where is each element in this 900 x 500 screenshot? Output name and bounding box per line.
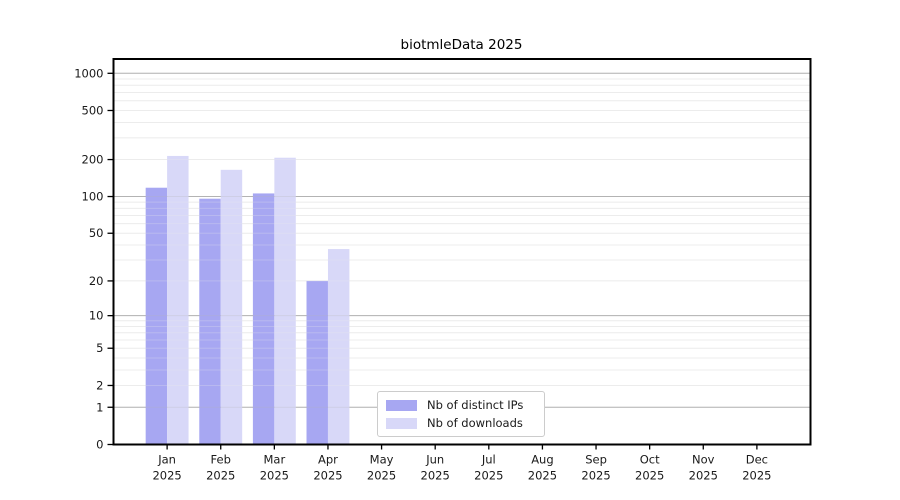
x-tick-label-month-jun: Jun <box>425 453 444 467</box>
x-tick-label-month-may: May <box>370 453 394 467</box>
legend: Nb of distinct IPs Nb of downloads <box>377 391 545 437</box>
bar-jan-downloads <box>167 155 189 445</box>
chart-title: biotmleData 2025 <box>400 37 523 53</box>
x-tick-label-year-jan: 2025 <box>152 469 181 483</box>
x-tick-label-year-sep: 2025 <box>581 469 610 483</box>
bar-feb-distinct-ips <box>199 198 221 445</box>
x-tick-label-year-may: 2025 <box>367 469 396 483</box>
legend-item-distinct-ips: Nb of distinct IPs <box>386 398 538 412</box>
x-tick-label-year-feb: 2025 <box>206 469 235 483</box>
x-tick-label-year-apr: 2025 <box>313 469 342 483</box>
y-tick-label-200: 200 <box>82 153 104 167</box>
x-tick-label-month-jul: Jul <box>481 453 496 467</box>
y-tick-label-5: 5 <box>96 341 103 355</box>
x-tick-label-year-dec: 2025 <box>742 469 771 483</box>
bar-mar-downloads <box>274 157 296 445</box>
y-tick-label-50: 50 <box>89 226 104 240</box>
y-tick-label-500: 500 <box>82 103 104 117</box>
x-tick-label-month-feb: Feb <box>211 453 231 467</box>
x-tick-label-year-oct: 2025 <box>635 469 664 483</box>
bar-apr-distinct-ips <box>306 280 328 445</box>
x-tick-label-year-jul: 2025 <box>474 469 503 483</box>
y-tick-label-10: 10 <box>89 309 104 323</box>
y-tick-label-2: 2 <box>96 378 103 392</box>
legend-item-downloads: Nb of downloads <box>386 416 538 430</box>
x-tick-label-month-dec: Dec <box>746 453 768 467</box>
y-tick-label-1: 1 <box>96 400 103 414</box>
x-tick-label-month-sep: Sep <box>585 453 607 467</box>
x-tick-label-month-nov: Nov <box>692 453 715 467</box>
x-tick-label-month-jan: Jan <box>157 453 176 467</box>
bar-mar-distinct-ips <box>252 193 275 445</box>
bar-jan-distinct-ips <box>145 187 168 445</box>
bar-feb-downloads <box>220 169 243 445</box>
x-tick-label-year-jun: 2025 <box>421 469 450 483</box>
y-tick-label-1000: 1000 <box>74 66 103 80</box>
legend-label-distinct-ips: Nb of distinct IPs <box>427 398 524 412</box>
x-tick-label-year-mar: 2025 <box>260 469 289 483</box>
legend-swatch-distinct-ips <box>386 399 417 411</box>
plot-border <box>112 58 812 446</box>
x-tick-label-year-aug: 2025 <box>528 469 557 483</box>
y-tick-label-20: 20 <box>89 274 104 288</box>
x-tick-label-year-nov: 2025 <box>689 469 718 483</box>
y-tick-label-100: 100 <box>82 190 104 204</box>
y-tick-label-0: 0 <box>96 438 103 452</box>
x-tick-label-month-mar: Mar <box>263 453 285 467</box>
x-tick-label-month-apr: Apr <box>318 453 338 467</box>
x-tick-label-month-aug: Aug <box>531 453 553 467</box>
legend-label-downloads: Nb of downloads <box>427 416 523 430</box>
bar-apr-downloads <box>327 249 350 445</box>
x-tick-label-month-oct: Oct <box>640 453 660 467</box>
legend-swatch-downloads <box>386 417 417 429</box>
